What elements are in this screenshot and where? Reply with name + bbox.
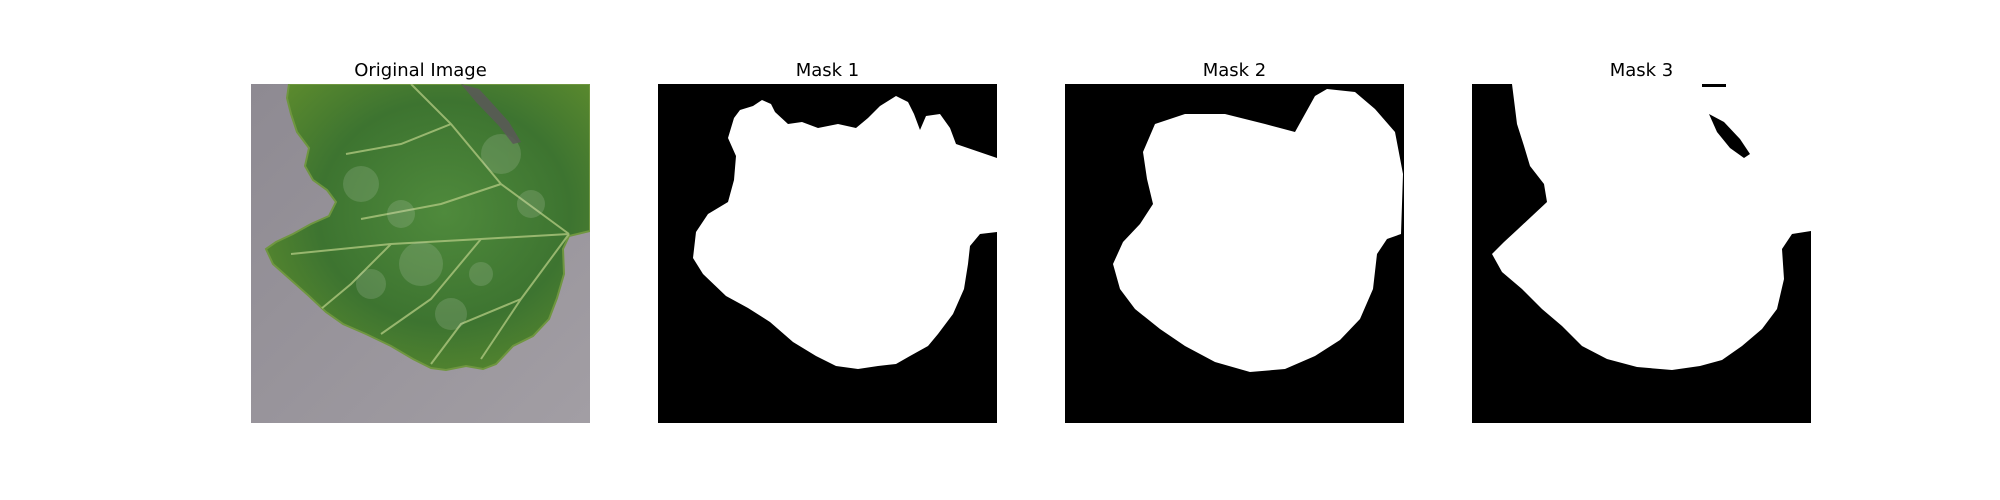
mask-foreground	[1113, 89, 1403, 372]
mask-foreground	[1492, 84, 1811, 370]
leaf-blade	[264, 84, 590, 372]
mask-2-image	[1065, 84, 1404, 423]
leaf-shadow-slit	[461, 84, 521, 144]
leaf-veins	[290, 84, 570, 365]
panel-title: Mask 2	[1202, 60, 1267, 81]
mask-hole-top	[1702, 84, 1726, 87]
mask-foreground	[693, 96, 997, 369]
original-image-panel: Original Image	[251, 59, 590, 423]
panel-title: Mask 3	[1609, 60, 1674, 81]
mask-3-panel: Mask 3	[1472, 59, 1811, 423]
mask-hole	[1709, 114, 1750, 158]
mask-3-image	[1472, 84, 1811, 423]
mask-2-panel: Mask 2	[1065, 59, 1404, 423]
mask-1-image	[658, 84, 997, 423]
panel-title: Original Image	[354, 60, 487, 81]
leaf-photo	[251, 84, 590, 423]
mask-1-panel: Mask 1	[658, 59, 997, 423]
panel-title: Mask 1	[795, 60, 860, 81]
